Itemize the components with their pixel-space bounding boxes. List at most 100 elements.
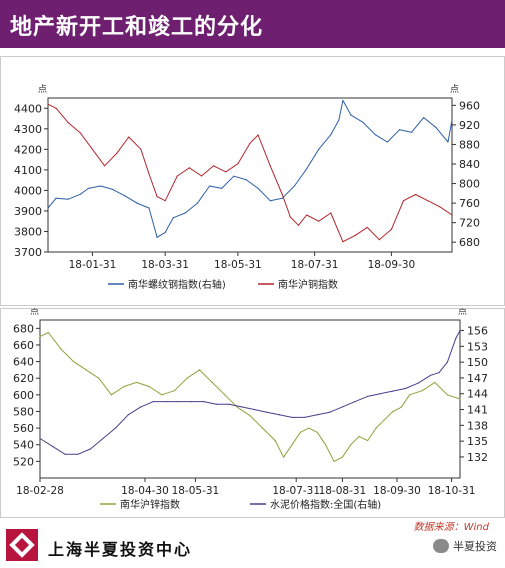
x-tick-label: 18-07-31 [272, 485, 320, 497]
data-point [305, 214, 308, 216]
data-point [341, 406, 343, 408]
data-point [291, 444, 293, 446]
data-point [291, 416, 293, 419]
right-tick-label: 920 [459, 119, 480, 132]
right-axis-unit: 点 [450, 84, 459, 95]
data-point [386, 141, 388, 143]
x-tick-label: 18-08-31 [319, 485, 367, 497]
data-point [249, 142, 251, 144]
data-point [165, 401, 167, 403]
data-point [400, 406, 402, 408]
right-tick-label: 150 [467, 356, 488, 369]
left-tick-label: 660 [13, 339, 34, 352]
data-point [148, 207, 150, 209]
data-point [459, 329, 461, 332]
data-point [358, 435, 360, 438]
data-point [390, 228, 392, 231]
data-point [325, 444, 327, 446]
left-tick-label: 3800 [14, 225, 42, 238]
data-point [379, 393, 381, 395]
data-point [99, 185, 102, 187]
data-point [415, 193, 417, 196]
data-point [136, 202, 138, 204]
data-point [435, 126, 437, 128]
data-point [316, 431, 318, 433]
data-point [112, 188, 114, 191]
data-point [123, 385, 125, 388]
left-axis-unit: 点 [38, 84, 47, 95]
data-point [318, 148, 320, 150]
data-point [342, 241, 344, 243]
right-tick-label: 141 [467, 404, 488, 417]
right-tick-label: 760 [459, 197, 480, 210]
chart-zinc-cement: 点 点 520 540 560 580 600 620 640 660 680 132 135 138 14… [0, 308, 505, 518]
right-tick-label: 720 [459, 217, 480, 230]
data-point [417, 382, 419, 384]
data-point [91, 148, 94, 150]
data-point [178, 401, 180, 403]
right-axis-unit: 点 [458, 308, 467, 317]
data-point [338, 119, 340, 121]
data-point [451, 119, 453, 121]
right-tick-label: 153 [467, 340, 488, 353]
data-point [203, 401, 205, 403]
left-tick-label: 600 [13, 389, 34, 402]
data-point [156, 195, 158, 198]
data-point [199, 369, 201, 371]
series-line-1 [39, 332, 461, 462]
data-point [164, 231, 166, 234]
data-point [225, 171, 227, 173]
data-point [215, 403, 217, 405]
data-point [281, 193, 283, 196]
x-tick-label: 18-09-30 [373, 485, 421, 497]
data-point [330, 134, 332, 136]
data-point [430, 374, 432, 376]
data-point [434, 381, 436, 383]
data-point [39, 336, 41, 338]
data-point [367, 439, 369, 442]
legend-label: 水泥价格指数:全国(右轴) [270, 498, 381, 511]
data-point [213, 165, 215, 167]
data-point [404, 387, 406, 390]
left-tick-label: 4200 [14, 143, 42, 156]
left-tick-label: 680 [13, 322, 34, 335]
data-point [209, 185, 211, 187]
x-tick-label: 18-10-31 [428, 485, 476, 497]
data-point [200, 175, 203, 177]
data-point [289, 216, 291, 218]
data-point [127, 414, 129, 416]
data-point [305, 168, 308, 170]
x-tick-label: 18-04-30 [121, 485, 169, 497]
data-point [354, 234, 356, 237]
data-point [375, 427, 377, 429]
data-point [350, 444, 352, 446]
x-tick-label: 18-01-31 [69, 259, 117, 271]
data-point [237, 163, 239, 165]
data-point [115, 427, 117, 429]
data-point [330, 212, 332, 214]
data-point [350, 114, 352, 116]
data-point [79, 132, 81, 134]
data-point [124, 195, 126, 197]
data-point [89, 448, 91, 450]
legend-label: 南华螺纹钢指数(右轴) [128, 278, 226, 291]
data-point [266, 411, 268, 413]
data-point [427, 200, 429, 202]
left-tick-label: 560 [13, 422, 34, 435]
data-point [362, 121, 364, 124]
data-point [378, 239, 380, 241]
data-point [211, 381, 213, 383]
data-point [47, 207, 49, 209]
right-tick-label: 800 [459, 178, 480, 191]
data-point [103, 165, 106, 167]
right-tick-label: 144 [467, 388, 488, 401]
data-point [39, 437, 41, 440]
data-point [367, 395, 369, 397]
data-point [269, 165, 271, 167]
data-point [299, 431, 301, 433]
x-tick-label: 18-02-28 [16, 485, 64, 497]
data-point [176, 175, 178, 177]
left-tick-label: 4400 [14, 102, 42, 115]
data-source: 数据来源：Wind [413, 522, 489, 533]
right-tick-label: 960 [459, 99, 480, 112]
